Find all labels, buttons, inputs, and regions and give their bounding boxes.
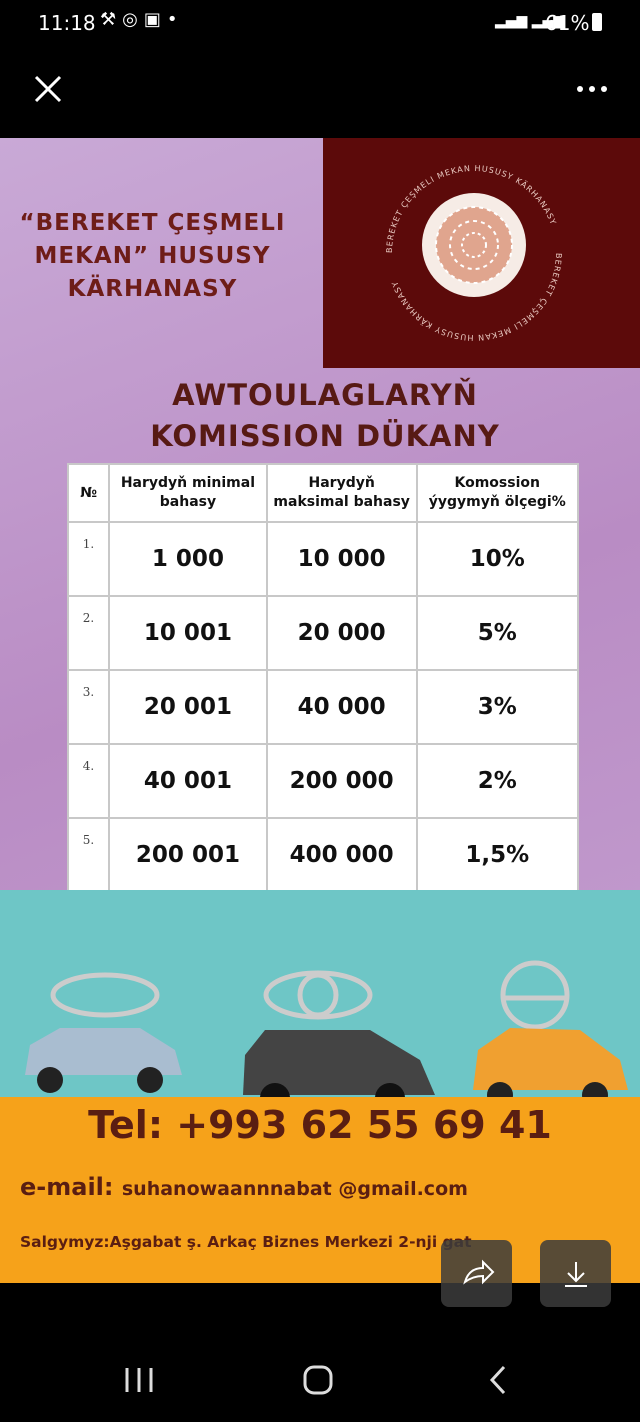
download-button[interactable] bbox=[540, 1240, 611, 1307]
car bbox=[243, 1030, 435, 1097]
navigation-bar bbox=[125, 1365, 506, 1395]
company-name: MEKAN” HUSUSY bbox=[34, 243, 271, 269]
car bbox=[25, 1028, 182, 1093]
table-cell: 10% bbox=[415, 521, 579, 597]
header-cell: Harydyň maksimal bahasy bbox=[265, 463, 418, 523]
row-number: 4. bbox=[66, 743, 111, 819]
table-row: 1. 1 000 10 000 10% bbox=[66, 521, 579, 597]
row-number: 1. bbox=[66, 521, 111, 597]
recent-apps-button[interactable] bbox=[125, 1368, 153, 1392]
battery-level: 61% bbox=[545, 11, 590, 35]
table-row: 5. 200 001 400 000 1,5% bbox=[66, 817, 579, 893]
table-cell: 3% bbox=[415, 669, 579, 745]
car bbox=[473, 1028, 628, 1097]
close-button[interactable] bbox=[34, 75, 62, 103]
clock: 11:18 bbox=[38, 11, 96, 35]
table-cell: 200 001 bbox=[108, 817, 268, 893]
table-cell: 200 000 bbox=[265, 743, 418, 819]
table-cell: 20 000 bbox=[265, 595, 418, 671]
home-button[interactable] bbox=[303, 1365, 333, 1395]
table-cell: 10 001 bbox=[108, 595, 268, 671]
row-number: 5. bbox=[66, 817, 111, 893]
company-name: “BEREKET ÇEŞMELI bbox=[19, 210, 286, 236]
more-button[interactable] bbox=[577, 86, 607, 92]
table-cell: 1 000 bbox=[108, 521, 268, 597]
row-number: 2. bbox=[66, 595, 111, 671]
table-row: 3. 20 001 40 000 3% bbox=[66, 669, 579, 745]
header-cell: Komossion ýygymyň ölçegi% bbox=[415, 463, 579, 523]
poster-image: “BEREKET ÇEŞMELI MEKAN” HUSUSY KÄRHANASY… bbox=[0, 138, 640, 1283]
table-cell: 400 000 bbox=[265, 817, 418, 893]
table-cell: 1,5% bbox=[415, 817, 579, 893]
heading: KOMISSION DÜKANY bbox=[150, 419, 500, 453]
back-button[interactable] bbox=[489, 1365, 506, 1395]
heading: AWTOULAGLARYŇ bbox=[172, 378, 478, 412]
logo: BEREKET ÇEŞMELI MEKAN HUSUSY KÄRHANASY B… bbox=[323, 138, 640, 368]
table-header: № Harydyň minimal bahasy Harydyň maksimal … bbox=[66, 463, 579, 523]
table-cell: 40 001 bbox=[108, 743, 268, 819]
commission-table: № Harydyň minimal bahasy Harydyň maksimal … bbox=[66, 463, 579, 967]
header-cell: Harydyň minimal bahasy bbox=[108, 463, 268, 523]
share-button[interactable] bbox=[441, 1240, 512, 1307]
email-label: e-mail: bbox=[20, 1173, 114, 1201]
table-cell: 20 001 bbox=[108, 669, 268, 745]
header-cell: № bbox=[66, 463, 111, 523]
battery-icon bbox=[592, 13, 602, 31]
cars-banner bbox=[0, 890, 640, 1097]
email-row: e-mail: suhanowaannnabat @gmail.com bbox=[20, 1173, 468, 1201]
row-number: 3. bbox=[66, 669, 111, 745]
contact-banner bbox=[0, 1097, 640, 1283]
viewer-toolbar bbox=[34, 75, 607, 103]
table-cell: 2% bbox=[415, 743, 579, 819]
address: Salgymyz:Aşgabat ş. Arkaç Biznes Merkezi… bbox=[20, 1233, 472, 1251]
table-row: 2. 10 001 20 000 5% bbox=[66, 595, 579, 671]
signal-icons: ▂▄▆ ▂▄▆ bbox=[495, 13, 565, 29]
email: suhanowaannnabat @gmail.com bbox=[121, 1178, 468, 1200]
notification-icons: ⚒◎▣• bbox=[100, 9, 184, 30]
status-bar: 11:18 ⚒◎▣• ▂▄▆ ▂▄▆ 61% bbox=[0, 0, 640, 50]
phone: Tel: +993 62 55 69 41 bbox=[88, 1103, 552, 1147]
table-row: 4. 40 001 200 000 2% bbox=[66, 743, 579, 819]
table-cell: 10 000 bbox=[265, 521, 418, 597]
company-name: KÄRHANASY bbox=[67, 276, 238, 302]
table-cell: 40 000 bbox=[265, 669, 418, 745]
table-cell: 5% bbox=[415, 595, 579, 671]
